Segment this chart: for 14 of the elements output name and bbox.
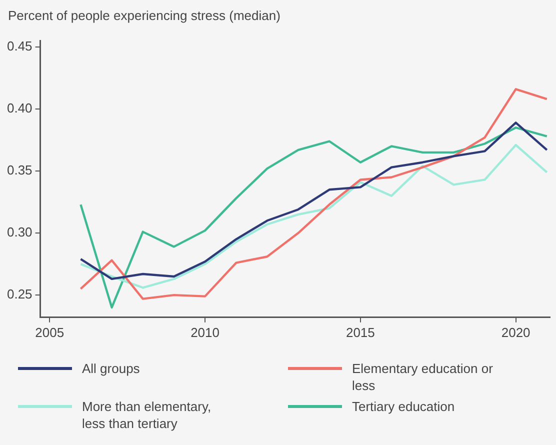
- x-tick-label: 2015: [346, 324, 375, 340]
- legend-label: More than elementary, less than tertiary: [82, 398, 212, 432]
- legend-label: All groups: [82, 360, 140, 377]
- legend-label: Elementary education or less: [352, 360, 494, 394]
- y-tick-label: 0.25: [6, 286, 32, 302]
- x-tick-label: 2010: [190, 324, 220, 340]
- y-tick-label: 0.35: [6, 162, 32, 178]
- legend-label: Tertiary education: [352, 398, 455, 415]
- y-tick-label: 0.30: [6, 224, 32, 240]
- x-tick-label: 2005: [35, 324, 64, 340]
- y-tick-label: 0.45: [6, 38, 32, 54]
- x-tick-label: 2020: [501, 324, 530, 340]
- chart-title: Percent of people experiencing stress (median): [8, 8, 280, 23]
- y-tick-label: 0.40: [6, 100, 32, 116]
